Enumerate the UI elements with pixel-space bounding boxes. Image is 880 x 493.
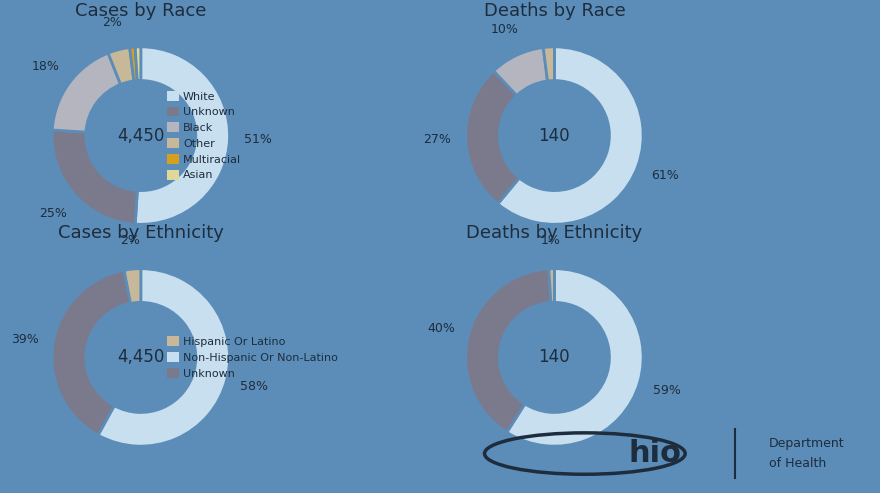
Title: Cases by Ethnicity: Cases by Ethnicity: [58, 224, 224, 242]
Legend: Hispanic Or Latino, Non-Hispanic Or Non-Latino, Unknown: Hispanic Or Latino, Non-Hispanic Or Non-…: [167, 336, 338, 379]
Title: Cases by Race: Cases by Race: [75, 2, 207, 20]
Title: Deaths by Race: Deaths by Race: [483, 2, 626, 20]
Wedge shape: [543, 47, 554, 81]
Text: 25%: 25%: [39, 207, 67, 219]
Wedge shape: [507, 269, 643, 446]
Wedge shape: [136, 47, 230, 224]
Wedge shape: [498, 47, 643, 224]
Text: 39%: 39%: [11, 333, 39, 346]
Text: 140: 140: [539, 349, 570, 366]
Text: 18%: 18%: [32, 60, 60, 73]
Wedge shape: [108, 47, 134, 84]
Text: 4,450: 4,450: [117, 349, 165, 366]
Wedge shape: [549, 269, 554, 303]
Wedge shape: [466, 71, 519, 204]
Wedge shape: [52, 53, 121, 132]
Wedge shape: [136, 47, 141, 81]
Text: 2%: 2%: [102, 16, 121, 29]
Text: 59%: 59%: [653, 384, 681, 396]
Wedge shape: [494, 47, 547, 96]
Text: 10%: 10%: [490, 23, 518, 36]
Text: 58%: 58%: [240, 380, 268, 393]
Wedge shape: [129, 47, 137, 81]
Text: 1%: 1%: [541, 234, 561, 247]
Text: 61%: 61%: [650, 169, 678, 182]
Text: 51%: 51%: [244, 133, 272, 146]
Text: 40%: 40%: [427, 322, 455, 335]
Text: 4,450: 4,450: [117, 127, 165, 144]
Wedge shape: [52, 270, 130, 435]
Text: hio: hio: [628, 439, 681, 468]
Text: 2%: 2%: [120, 234, 140, 247]
Title: Deaths by Ethnicity: Deaths by Ethnicity: [466, 224, 642, 242]
Wedge shape: [124, 269, 141, 303]
Wedge shape: [466, 269, 551, 432]
Text: 27%: 27%: [423, 133, 451, 146]
Wedge shape: [98, 269, 230, 446]
Text: of Health: of Health: [769, 458, 826, 470]
Text: 140: 140: [539, 127, 570, 144]
Wedge shape: [52, 130, 137, 224]
Text: Department: Department: [769, 437, 845, 450]
Legend: White, Unknown, Black, Other, Multiracial, Asian: White, Unknown, Black, Other, Multiracia…: [167, 91, 241, 180]
